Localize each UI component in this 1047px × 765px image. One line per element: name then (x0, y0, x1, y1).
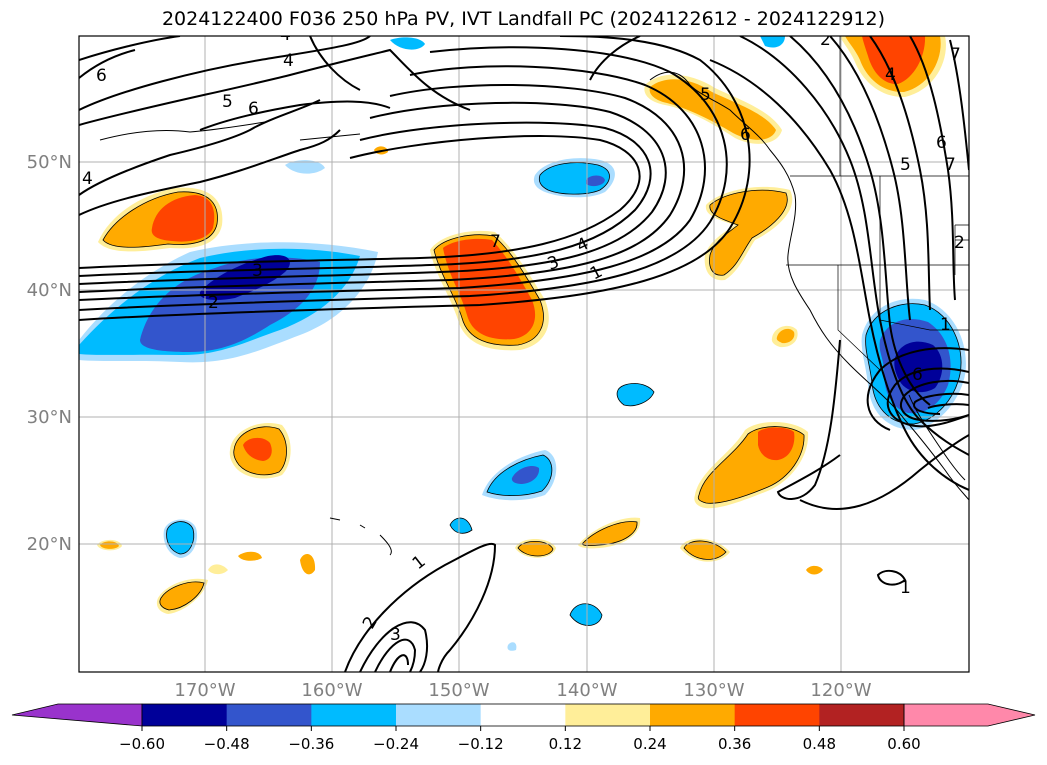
svg-text:5: 5 (900, 155, 911, 175)
positive-anomaly-blob (776, 328, 795, 344)
colorbar-bin (734, 704, 820, 726)
colorbar-tick-label: −0.60 (119, 735, 165, 753)
colorbar-bin (226, 704, 312, 726)
positive-anomaly-blob (758, 427, 795, 461)
svg-text:6: 6 (740, 125, 751, 145)
positive-anomaly-blob (159, 581, 204, 610)
lon-label-140w: 140°W (556, 680, 617, 701)
lat-label-20n: 20°N (27, 534, 72, 555)
positive-anomaly-blob (300, 554, 316, 575)
positive-anomaly-blob (709, 190, 788, 276)
colorbar-bin (565, 704, 651, 726)
positive-anomaly-blob (806, 565, 823, 575)
svg-text:6: 6 (936, 133, 947, 153)
positive-anomaly-blob (582, 521, 638, 546)
negative-anomaly-blob (586, 175, 605, 187)
political-borders (786, 36, 969, 371)
svg-text:7: 7 (490, 232, 501, 252)
svg-text:2: 2 (954, 233, 965, 253)
negative-anomaly-blob (140, 257, 320, 352)
colorbar-bin (142, 704, 228, 726)
gridlines (79, 36, 969, 672)
svg-text:6: 6 (912, 365, 923, 385)
lon-label-120w: 120°W (810, 680, 871, 701)
colorbar-tick-label: 0.60 (887, 735, 920, 753)
colorbar-over-arrow (903, 703, 1036, 727)
lon-label-130w: 130°W (683, 680, 744, 701)
colorbar-tick-label: −0.12 (458, 735, 504, 753)
colorbar-bin (819, 704, 905, 726)
colorbar-tick-label: −0.24 (373, 735, 419, 753)
svg-text:6: 6 (96, 66, 107, 86)
colorbar-under-arrow (11, 703, 143, 727)
positive-anomaly-blob (243, 437, 272, 461)
positive-anomaly-blob (238, 551, 262, 561)
lon-label-170w: 170°W (174, 680, 235, 701)
lon-label-150w: 150°W (428, 680, 489, 701)
latitude-labels: 50°N 40°N 30°N 20°N (27, 152, 72, 555)
svg-text:7: 7 (950, 45, 961, 65)
figure-title: 2024122400 F036 250 hPa PV, IVT Landfall… (161, 8, 886, 30)
svg-text:3: 3 (252, 261, 263, 281)
svg-text:5: 5 (700, 85, 711, 105)
map-frame (78, 35, 970, 673)
svg-text:4: 4 (82, 169, 93, 189)
lat-label-50n: 50°N (27, 152, 72, 173)
ivt-contours (79, 36, 969, 672)
colorbar-frame (141, 703, 905, 727)
colorbar-bin (396, 704, 482, 726)
positive-anomaly-blob (518, 541, 553, 556)
negative-anomaly-blob (539, 162, 610, 195)
negative-anomaly-blob (390, 37, 425, 50)
longitude-labels: 170°W 160°W 150°W 140°W 130°W 120°W (174, 680, 871, 701)
colorbar-tick-label: −0.36 (288, 735, 334, 753)
colorbar: −0.60 −0.48 −0.36 −0.24 −0.12 0.12 0.24 0.36 0.4… (11, 703, 1036, 753)
colorbar-bin (650, 704, 736, 726)
colorbar-tick-label: −0.48 (204, 735, 250, 753)
negative-anomaly-blob (285, 160, 325, 174)
svg-text:4: 4 (283, 51, 294, 71)
negative-anomaly-blob (450, 518, 472, 534)
negative-anomaly-blob (511, 466, 540, 484)
negative-anomaly-blob (570, 603, 602, 626)
svg-text:4: 4 (885, 65, 896, 85)
positive-anomaly-blob (151, 195, 215, 242)
svg-text:2: 2 (820, 30, 831, 50)
svg-text:3: 3 (390, 625, 401, 645)
colorbar-tick-label: 0.12 (549, 735, 582, 753)
colorbar-bin (311, 704, 397, 726)
negative-anomaly-blob (617, 383, 654, 406)
lat-label-30n: 30°N (27, 407, 72, 428)
colorbar-tick-label: 0.24 (633, 735, 666, 753)
negative-anomaly-blob (166, 521, 194, 554)
lat-label-40n: 40°N (27, 280, 72, 301)
svg-text:5: 5 (222, 92, 233, 112)
svg-text:6: 6 (248, 99, 259, 119)
negative-anomaly-blob (507, 642, 517, 651)
positive-anomaly-blob (100, 541, 119, 549)
colorbar-tick-label: 0.48 (803, 735, 836, 753)
svg-text:7: 7 (945, 155, 956, 175)
positive-anomaly-blob (208, 564, 228, 575)
lon-label-160w: 160°W (301, 680, 362, 701)
negative-anomaly-blob (760, 36, 785, 48)
svg-text:4: 4 (280, 25, 291, 45)
svg-text:1: 1 (940, 315, 951, 335)
colorbar-bin (480, 704, 566, 726)
svg-text:2: 2 (208, 293, 219, 313)
positive-anomaly-blob (684, 540, 726, 560)
svg-text:1: 1 (900, 578, 911, 598)
colorbar-tick-label: 0.36 (718, 735, 751, 753)
